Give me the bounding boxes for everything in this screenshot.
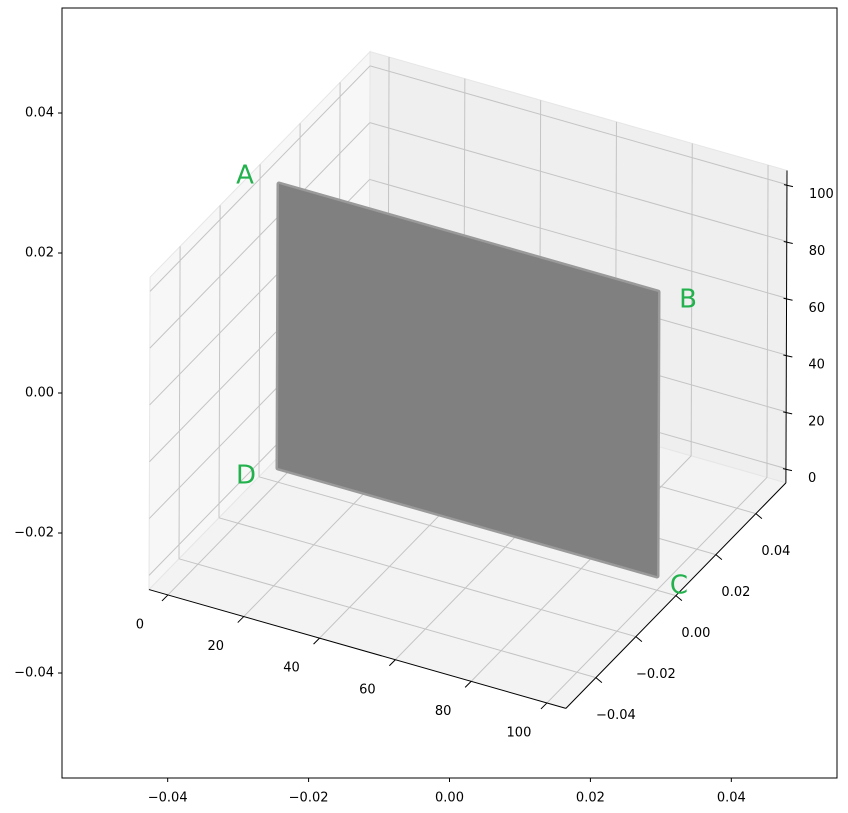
z-tick-label: 100	[809, 187, 834, 202]
y-tick-label: 0.02	[721, 585, 750, 600]
corner-label: B	[679, 285, 697, 315]
z-tick	[783, 240, 793, 244]
y-tick	[635, 636, 643, 642]
y-tick-label: −0.02	[636, 667, 676, 682]
y-tick-label: −0.04	[14, 666, 54, 681]
z-axis-line	[785, 170, 788, 483]
y-tick	[675, 595, 683, 601]
x-tick-label: 100	[507, 725, 532, 740]
grid-line	[258, 164, 261, 477]
y-axis-line	[565, 482, 787, 709]
grid-line	[258, 476, 677, 597]
grid-line	[149, 122, 371, 349]
grid-line	[178, 246, 181, 559]
grid-line	[149, 65, 371, 292]
z-tick-label: 80	[809, 244, 826, 259]
x-tick	[161, 594, 169, 602]
x-tick-label: 40	[283, 661, 300, 676]
corner-label: C	[670, 571, 688, 601]
grid-line	[369, 178, 787, 299]
x-tick-label: 60	[359, 682, 376, 697]
corner-label: D	[236, 461, 256, 491]
z-tick	[783, 411, 793, 415]
y-tick	[755, 513, 763, 519]
x-tick-label: 0.00	[435, 791, 464, 806]
z-tick	[783, 297, 793, 301]
z-tick-label: 60	[809, 301, 826, 316]
x-tick-label: −0.04	[148, 791, 188, 806]
y-tick-label: 0.00	[25, 386, 54, 401]
y-tick-label: 0.04	[761, 544, 790, 559]
grid-line	[766, 165, 769, 478]
y-tick-label: −0.04	[596, 708, 636, 723]
x-tick-label: 0.02	[576, 791, 605, 806]
x-tick	[313, 637, 320, 645]
x-tick-label: 0	[136, 617, 144, 632]
x-tick-label: 0.04	[717, 791, 746, 806]
x-tick-label: −0.02	[289, 791, 329, 806]
z-tick	[783, 354, 793, 358]
y-tick-label: 0.04	[25, 106, 54, 121]
grid-line	[178, 558, 597, 679]
x-tick	[237, 616, 245, 623]
z-tick	[782, 468, 793, 472]
y-tick	[595, 677, 603, 683]
x-tick	[464, 680, 472, 688]
y-tick-label: −0.02	[14, 526, 54, 541]
z-tick	[783, 184, 794, 188]
grid-line	[369, 65, 788, 186]
y-tick-label: 0.02	[25, 246, 54, 261]
z-tick-label: 40	[808, 358, 825, 373]
y-tick	[715, 554, 723, 560]
grid-line	[218, 205, 221, 518]
y-tick-label: 0.00	[681, 626, 710, 641]
x-tick-label: 20	[207, 639, 224, 654]
x-axis-line	[148, 589, 567, 709]
z-tick-label: 20	[808, 414, 825, 429]
x-tick-label: 80	[435, 704, 452, 719]
corner-label: A	[236, 161, 254, 191]
z-tick-label: 0	[808, 471, 816, 486]
grid-line	[369, 122, 787, 242]
x-tick	[540, 702, 548, 710]
grid-line	[218, 517, 637, 638]
x-tick	[388, 659, 396, 667]
grid-line	[690, 143, 693, 456]
surface-face	[278, 184, 658, 576]
